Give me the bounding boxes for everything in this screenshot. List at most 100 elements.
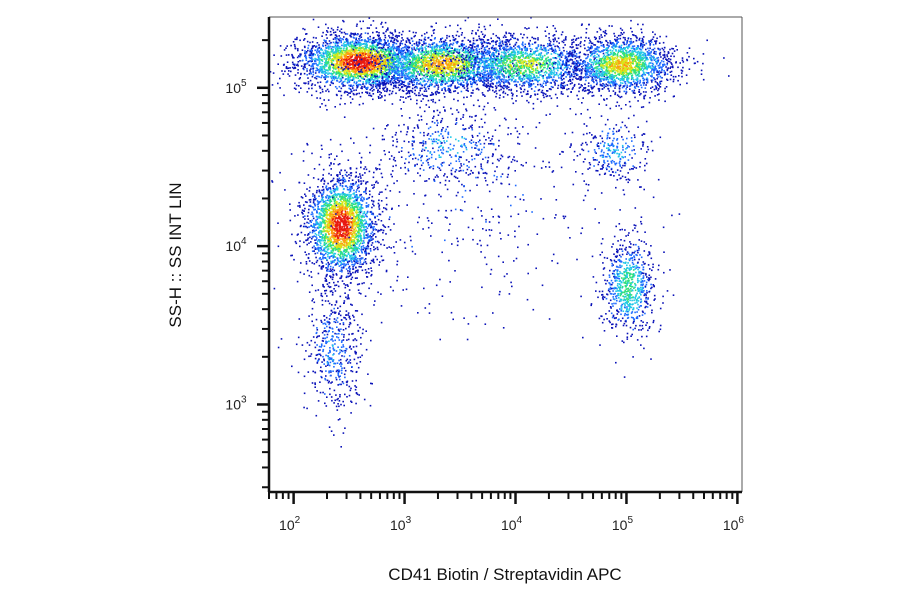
scatter-point — [294, 66, 296, 69]
scatter-point — [471, 53, 473, 55]
scatter-point — [344, 69, 347, 71]
scatter-point — [347, 51, 349, 54]
scatter-point — [364, 75, 367, 78]
scatter-point — [300, 87, 302, 89]
scatter-point — [423, 38, 426, 40]
scatter-point — [413, 79, 415, 81]
scatter-point — [359, 69, 362, 72]
scatter-point — [321, 65, 323, 68]
scatter-point — [468, 62, 470, 65]
scatter-point — [356, 81, 358, 83]
scatter-point — [395, 92, 397, 95]
scatter-point — [449, 24, 451, 27]
scatter-point — [454, 61, 456, 64]
scatter-point — [355, 41, 358, 44]
scatter-point — [458, 62, 460, 64]
scatter-point — [409, 72, 411, 74]
scatter-point — [351, 41, 354, 44]
scatter-point — [346, 38, 349, 41]
scatter-point — [460, 55, 463, 58]
scatter-point — [448, 90, 450, 92]
scatter-point — [502, 91, 504, 94]
scatter-point — [361, 60, 363, 63]
scatter-point — [319, 86, 322, 89]
scatter-point — [519, 71, 522, 73]
scatter-point — [465, 82, 468, 85]
scatter-point — [337, 68, 340, 70]
scatter-point — [292, 56, 294, 58]
scatter-point — [376, 51, 379, 54]
scatter-point — [487, 90, 489, 92]
scatter-point — [442, 45, 445, 48]
scatter-point — [318, 76, 321, 78]
scatter-point — [337, 49, 339, 52]
scatter-point — [362, 83, 364, 85]
scatter-point — [463, 43, 465, 46]
scatter-point — [349, 85, 352, 87]
scatter-point — [369, 67, 371, 70]
scatter-point — [471, 47, 474, 49]
scatter-point — [490, 54, 493, 57]
scatter-point — [331, 58, 334, 60]
scatter-point — [513, 37, 515, 40]
scatter-point — [345, 73, 347, 75]
scatter-point — [419, 81, 422, 84]
scatter-point — [346, 40, 348, 42]
scatter-point — [424, 36, 426, 39]
scatter-point — [397, 57, 399, 59]
scatter-point — [308, 56, 311, 59]
scatter-point — [457, 24, 459, 27]
scatter-point — [367, 40, 369, 43]
scatter-point — [337, 45, 339, 47]
scatter-point — [423, 33, 426, 35]
scatter-point — [410, 79, 413, 82]
scatter-point — [406, 61, 409, 63]
scatter-point — [329, 75, 332, 78]
scatter-point — [309, 79, 312, 82]
scatter-point — [498, 71, 501, 74]
scatter-point — [411, 40, 414, 42]
scatter-point — [306, 70, 308, 72]
scatter-point — [338, 39, 341, 42]
scatter-point — [372, 71, 374, 74]
scatter-point — [449, 77, 452, 79]
scatter-point — [435, 77, 437, 80]
scatter-point — [313, 45, 316, 47]
scatter-point — [446, 50, 449, 52]
scatter-point — [393, 47, 395, 50]
scatter-point — [416, 99, 418, 102]
scatter-point — [374, 41, 377, 43]
scatter-point — [351, 59, 353, 61]
scatter-point — [472, 64, 474, 66]
scatter-point — [358, 61, 361, 63]
scatter-point — [369, 79, 372, 81]
scatter-point — [368, 73, 371, 76]
scatter-point — [395, 77, 398, 79]
scatter-point — [403, 80, 406, 83]
scatter-point — [360, 87, 362, 89]
scatter-point — [352, 77, 354, 80]
scatter-point — [452, 70, 455, 72]
scatter-point — [351, 85, 353, 88]
scatter-point — [414, 89, 416, 92]
scatter-point — [339, 103, 341, 106]
scatter-point — [514, 59, 516, 61]
scatter-point — [404, 70, 407, 73]
scatter-point — [320, 54, 323, 56]
scatter-point — [329, 30, 332, 33]
scatter-point — [372, 81, 374, 83]
scatter-point — [316, 52, 318, 54]
scatter-point — [423, 79, 425, 82]
scatter-point — [386, 55, 389, 57]
scatter-point — [304, 55, 306, 58]
scatter-point — [467, 60, 470, 63]
scatter-point — [359, 44, 362, 47]
scatter-point — [470, 57, 473, 59]
scatter-point — [435, 73, 438, 75]
scatter-point — [318, 46, 321, 49]
scatter-point — [353, 70, 356, 73]
scatter-point — [390, 79, 393, 82]
scatter-point — [455, 56, 458, 58]
scatter-point — [308, 64, 311, 67]
